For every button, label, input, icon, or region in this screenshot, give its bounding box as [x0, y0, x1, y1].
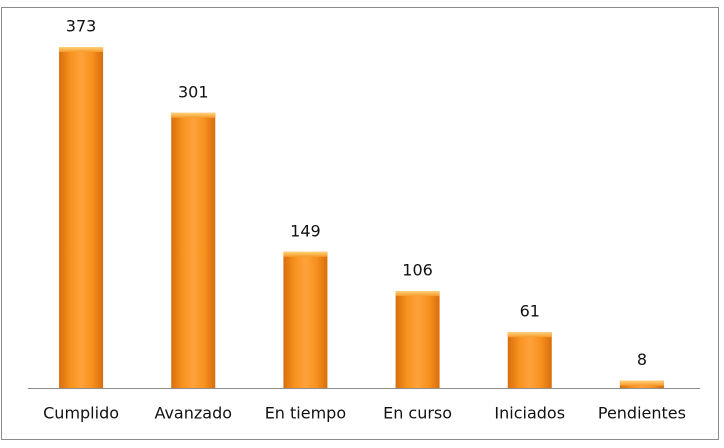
x-tick-label: Pendientes: [598, 404, 686, 423]
bar-cap: [283, 251, 328, 257]
data-label: 373: [66, 17, 97, 36]
data-label: 8: [637, 350, 647, 369]
x-tick-label: En curso: [383, 404, 452, 423]
x-tick-label: Cumplido: [43, 404, 119, 423]
bar: [395, 291, 440, 388]
x-tick-label: En tiempo: [265, 404, 346, 423]
bar: [59, 47, 104, 388]
bar: [507, 332, 552, 388]
data-label: 61: [520, 302, 540, 321]
bar-cap: [395, 291, 440, 297]
bar: [283, 251, 328, 388]
bar: [171, 112, 216, 388]
bar-cap: [619, 380, 664, 386]
bar-cap: [59, 47, 104, 52]
bar-cap: [507, 332, 552, 338]
x-tick-label: Iniciados: [494, 404, 565, 423]
data-label: 106: [402, 261, 433, 280]
data-label: 149: [290, 221, 321, 240]
chart-frame: [1, 7, 719, 440]
x-tick-label: Avanzado: [154, 404, 232, 423]
bar-cap: [171, 112, 216, 118]
data-label: 301: [178, 82, 209, 101]
